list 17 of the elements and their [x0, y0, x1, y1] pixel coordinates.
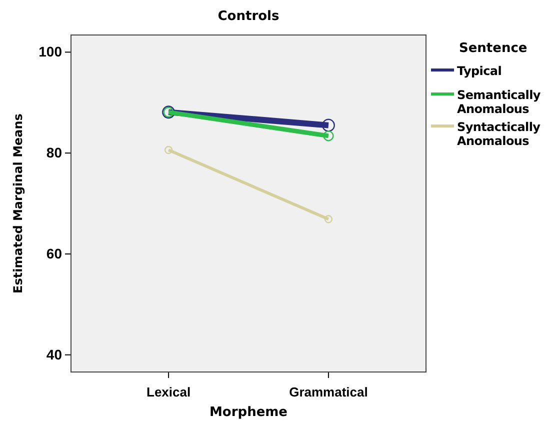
legend-label: Syntactically Anomalous [457, 120, 541, 148]
legend-label: Typical [457, 64, 502, 78]
legend-label: Semantically Anomalous [457, 88, 541, 116]
x-axis-title: Morpheme [209, 405, 288, 420]
point [324, 215, 333, 224]
y-tick-label: 60 [46, 245, 62, 262]
chart-title: Controls [218, 9, 280, 24]
point [323, 130, 334, 142]
x-tick-label: Grammatical [289, 384, 368, 400]
x-tick-label: Lexical [146, 384, 191, 400]
y-axis-title: Estimated Marginal Means [11, 114, 25, 294]
point [164, 146, 173, 154]
y-tick-label: 80 [46, 144, 62, 161]
point [322, 118, 335, 132]
y-tick-label: 40 [46, 346, 62, 362]
legend-title: Sentence [459, 41, 528, 56]
y-tick-label: 100 [38, 44, 62, 60]
